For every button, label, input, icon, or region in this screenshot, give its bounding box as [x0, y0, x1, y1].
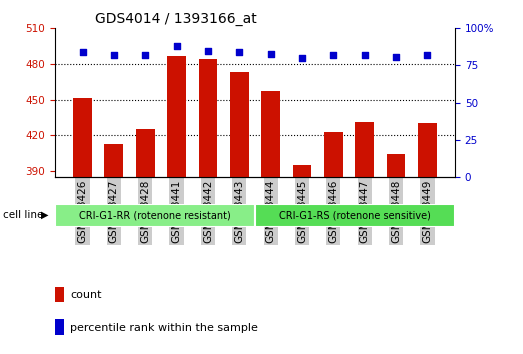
Bar	[255, 204, 455, 227]
Point	[298, 55, 306, 61]
Point	[235, 49, 244, 55]
Text: GDS4014 / 1393166_at: GDS4014 / 1393166_at	[95, 12, 257, 26]
Bar	[230, 72, 249, 177]
Text: cell line: cell line	[3, 210, 43, 220]
Point	[173, 43, 181, 49]
Bar	[55, 204, 255, 227]
Point	[110, 52, 118, 58]
Point	[360, 52, 369, 58]
Point	[423, 52, 431, 58]
Bar	[136, 130, 155, 177]
Text: ▶: ▶	[41, 210, 49, 220]
Bar	[292, 165, 311, 177]
Bar	[324, 132, 343, 177]
Point	[266, 51, 275, 56]
Text: CRI-G1-RS (rotenone sensitive): CRI-G1-RS (rotenone sensitive)	[279, 210, 431, 220]
Point	[78, 49, 87, 55]
Text: CRI-G1-RR (rotenone resistant): CRI-G1-RR (rotenone resistant)	[79, 210, 231, 220]
Bar	[418, 124, 437, 177]
Bar	[55, 287, 64, 302]
Bar	[261, 91, 280, 177]
Point	[392, 54, 400, 59]
Bar	[167, 56, 186, 177]
Point	[141, 52, 150, 58]
Bar	[199, 59, 218, 177]
Bar	[73, 98, 92, 177]
Bar	[55, 319, 64, 335]
Text: percentile rank within the sample: percentile rank within the sample	[70, 323, 258, 333]
Bar	[386, 154, 405, 177]
Text: count: count	[70, 290, 101, 300]
Bar	[105, 144, 123, 177]
Point	[329, 52, 337, 58]
Bar	[355, 122, 374, 177]
Point	[204, 48, 212, 53]
